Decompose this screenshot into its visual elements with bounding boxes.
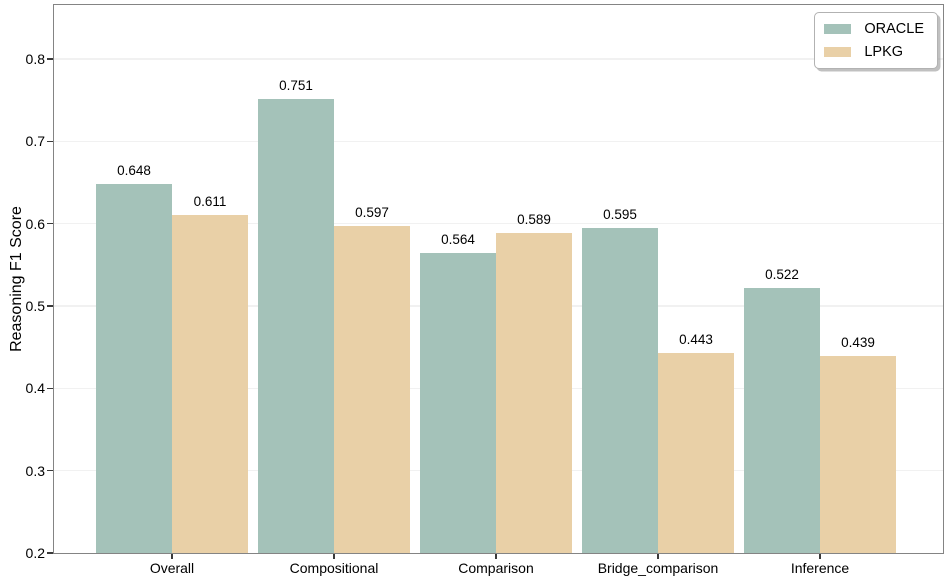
y-tick-label: 0.5 [25,298,45,314]
y-tick-mark [47,222,53,225]
bar-value-label: 0.564 [441,232,475,248]
bar-value-label: 0.443 [679,331,713,347]
bar-oracle-inference [744,287,820,553]
bar-value-label: 0.439 [841,335,875,351]
bar-value-label: 0.751 [279,78,313,94]
bar-oracle-overall [96,184,172,553]
bar-value-label: 0.595 [603,206,637,222]
gridline [54,58,943,60]
x-tick-label-compositional: Compositional [289,560,379,576]
bar-lpkg-inference [820,356,896,553]
y-tick-mark [47,469,53,472]
y-tick-mark [47,58,53,60]
bar-lpkg-compositional [334,226,410,553]
y-tick-label: 0.2 [25,545,45,561]
bar-oracle-comparison [420,253,496,553]
y-tick-mark [47,552,53,554]
bar-value-label: 0.611 [193,193,227,209]
y-tick-label: 0.4 [25,380,45,397]
bar-value-label: 0.597 [355,205,389,221]
x-tick-mark [171,554,173,559]
bar-lpkg-comparison [496,232,572,553]
legend: ORACLE LPKG [814,12,938,69]
x-tick-label-bridge_comparison: Bridge_comparison [597,560,719,576]
legend-item-lpkg: LPKG [824,44,924,60]
y-tick-mark [47,387,53,390]
y-tick-mark [47,305,53,307]
bar-oracle-compositional [258,99,334,553]
plot-area: 0.648 0.611 0.751 0.597 0.564 0.589 0.595 0.443… [53,4,944,554]
gridline [54,140,943,143]
x-tick-mark [333,554,335,559]
legend-label-lpkg: LPKG [864,44,904,60]
x-tick-mark [819,554,821,559]
y-tick-label: 0.3 [25,462,45,479]
y-tick-label: 0.6 [25,215,45,232]
bar-oracle-bridge_comparison [582,227,658,553]
legend-item-oracle: ORACLE [824,21,924,37]
oracle-swatch-icon [824,24,852,34]
bar-value-label: 0.522 [765,266,799,282]
x-tick-mark [495,554,497,559]
y-tick-label: 0.8 [25,51,45,67]
bar-lpkg-bridge_comparison [658,352,734,553]
x-tick-label-comparison: Comparison [458,560,534,576]
lpkg-swatch-icon [824,47,852,57]
y-tick-label: 0.7 [25,133,45,150]
x-tick-label-overall: Overall [149,560,195,576]
x-tick-label-inference: Inference [790,560,850,576]
bar-lpkg-overall [172,214,248,553]
bar-value-label: 0.589 [517,211,551,227]
gridline [54,222,943,225]
y-tick-mark [47,140,53,143]
x-tick-mark [657,554,659,559]
legend-label-oracle: ORACLE [864,21,924,37]
bar-value-label: 0.648 [117,163,151,179]
